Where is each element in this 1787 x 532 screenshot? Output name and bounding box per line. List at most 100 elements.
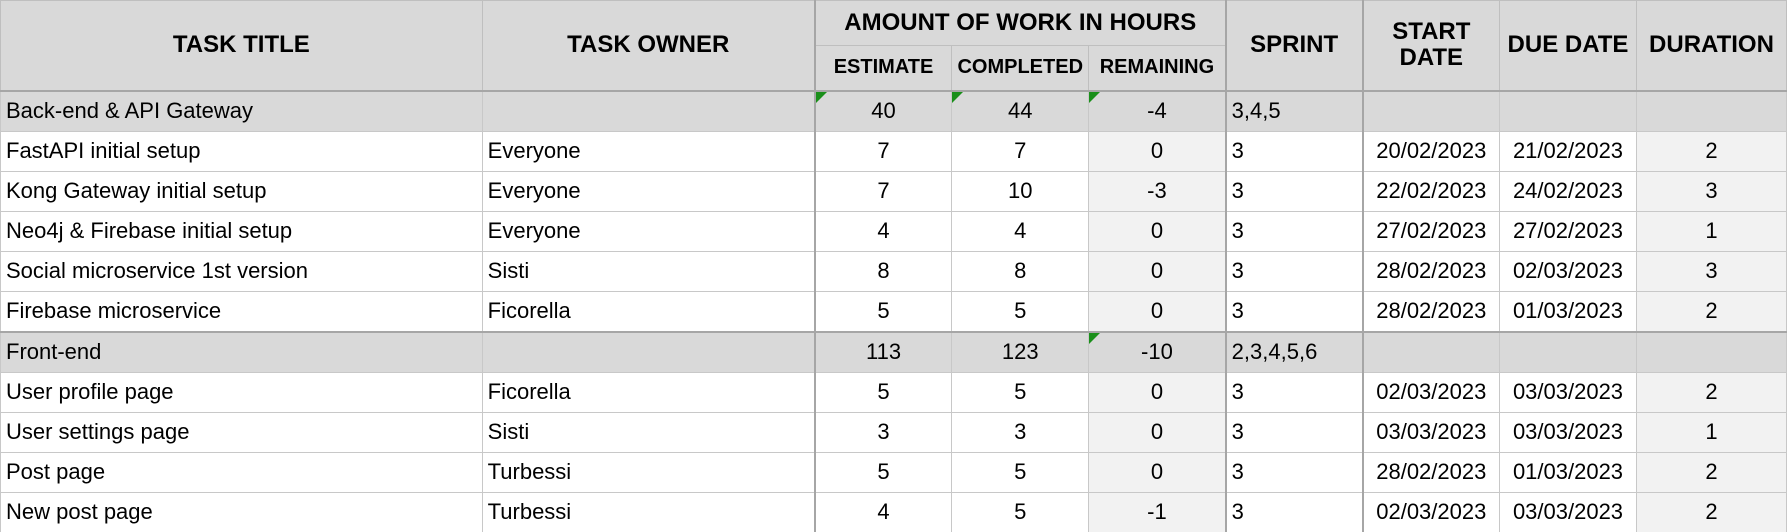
duration-cell[interactable]: 2: [1635, 130, 1787, 172]
group-sprint[interactable]: 3,4,5: [1224, 90, 1364, 132]
duration-cell[interactable]: 3: [1635, 170, 1787, 212]
due-date-cell[interactable]: 03/03/2023: [1499, 371, 1637, 413]
duration-cell[interactable]: 1: [1635, 411, 1787, 453]
completed-cell[interactable]: 5: [951, 290, 1090, 332]
group-remaining[interactable]: -10: [1088, 330, 1227, 373]
group-start-date[interactable]: [1361, 90, 1501, 132]
task-owner-cell[interactable]: Everyone: [481, 130, 816, 172]
start-date-cell[interactable]: 28/02/2023: [1361, 451, 1501, 493]
task-title-cell[interactable]: Social microservice 1st version: [0, 250, 483, 292]
duration-cell[interactable]: 2: [1635, 371, 1787, 413]
group-owner[interactable]: [481, 90, 816, 132]
group-completed[interactable]: 44: [951, 90, 1090, 132]
sprint-cell[interactable]: 3: [1224, 491, 1364, 532]
group-sprint[interactable]: 2,3,4,5,6: [1224, 330, 1364, 373]
group-title[interactable]: Back-end & API Gateway: [0, 90, 483, 132]
remaining-cell[interactable]: 0: [1088, 290, 1227, 332]
group-due-date[interactable]: [1499, 90, 1637, 132]
start-date-cell[interactable]: 22/02/2023: [1361, 170, 1501, 212]
due-date-cell[interactable]: 02/03/2023: [1499, 250, 1637, 292]
header-completed[interactable]: COMPLETED: [951, 45, 1090, 92]
estimate-cell[interactable]: 4: [813, 491, 953, 532]
task-title-cell[interactable]: FastAPI initial setup: [0, 130, 483, 172]
remaining-cell[interactable]: 0: [1088, 210, 1227, 252]
header-remaining[interactable]: REMAINING: [1088, 45, 1227, 92]
task-owner-cell[interactable]: Turbessi: [481, 491, 816, 532]
task-title-cell[interactable]: User profile page: [0, 371, 483, 413]
start-date-cell[interactable]: 03/03/2023: [1361, 411, 1501, 453]
duration-cell[interactable]: 2: [1635, 451, 1787, 493]
estimate-cell[interactable]: 7: [813, 130, 953, 172]
group-start-date[interactable]: [1361, 330, 1501, 373]
sprint-cell[interactable]: 3: [1224, 210, 1364, 252]
remaining-cell[interactable]: 0: [1088, 371, 1227, 413]
sprint-cell[interactable]: 3: [1224, 290, 1364, 332]
sprint-cell[interactable]: 3: [1224, 451, 1364, 493]
duration-cell[interactable]: 2: [1635, 290, 1787, 332]
estimate-cell[interactable]: 5: [813, 290, 953, 332]
task-owner-cell[interactable]: Everyone: [481, 170, 816, 212]
header-start-date[interactable]: START DATE: [1361, 0, 1501, 92]
task-title-cell[interactable]: Kong Gateway initial setup: [0, 170, 483, 212]
due-date-cell[interactable]: 01/03/2023: [1499, 290, 1637, 332]
due-date-cell[interactable]: 24/02/2023: [1499, 170, 1637, 212]
group-due-date[interactable]: [1499, 330, 1637, 373]
duration-cell[interactable]: 1: [1635, 210, 1787, 252]
sprint-cell[interactable]: 3: [1224, 371, 1364, 413]
remaining-cell[interactable]: 0: [1088, 411, 1227, 453]
header-task-owner[interactable]: TASK OWNER: [481, 0, 816, 92]
group-owner[interactable]: [481, 330, 816, 373]
estimate-cell[interactable]: 5: [813, 371, 953, 413]
start-date-cell[interactable]: 02/03/2023: [1361, 371, 1501, 413]
task-owner-cell[interactable]: Turbessi: [481, 451, 816, 493]
task-title-cell[interactable]: Firebase microservice: [0, 290, 483, 332]
start-date-cell[interactable]: 02/03/2023: [1361, 491, 1501, 532]
task-owner-cell[interactable]: Sisti: [481, 250, 816, 292]
due-date-cell[interactable]: 03/03/2023: [1499, 491, 1637, 532]
header-estimate[interactable]: ESTIMATE: [813, 45, 953, 92]
due-date-cell[interactable]: 03/03/2023: [1499, 411, 1637, 453]
estimate-cell[interactable]: 4: [813, 210, 953, 252]
start-date-cell[interactable]: 27/02/2023: [1361, 210, 1501, 252]
task-owner-cell[interactable]: Ficorella: [481, 290, 816, 332]
header-sprint[interactable]: SPRINT: [1224, 0, 1364, 92]
task-owner-cell[interactable]: Everyone: [481, 210, 816, 252]
completed-cell[interactable]: 5: [951, 371, 1090, 413]
group-estimate[interactable]: 40: [813, 90, 953, 132]
due-date-cell[interactable]: 01/03/2023: [1499, 451, 1637, 493]
completed-cell[interactable]: 5: [951, 491, 1090, 532]
remaining-cell[interactable]: 0: [1088, 250, 1227, 292]
estimate-cell[interactable]: 7: [813, 170, 953, 212]
header-amount-of-work[interactable]: AMOUNT OF WORK IN HOURS: [813, 0, 1227, 46]
task-title-cell[interactable]: Neo4j & Firebase initial setup: [0, 210, 483, 252]
group-remaining[interactable]: -4: [1088, 90, 1227, 132]
due-date-cell[interactable]: 21/02/2023: [1499, 130, 1637, 172]
group-title[interactable]: Front-end: [0, 330, 483, 373]
remaining-cell[interactable]: 0: [1088, 130, 1227, 172]
completed-cell[interactable]: 3: [951, 411, 1090, 453]
duration-cell[interactable]: 3: [1635, 250, 1787, 292]
header-due-date[interactable]: DUE DATE: [1499, 0, 1637, 92]
completed-cell[interactable]: 8: [951, 250, 1090, 292]
remaining-cell[interactable]: -3: [1088, 170, 1227, 212]
group-completed[interactable]: 123: [951, 330, 1090, 373]
task-title-cell[interactable]: User settings page: [0, 411, 483, 453]
sprint-cell[interactable]: 3: [1224, 130, 1364, 172]
completed-cell[interactable]: 5: [951, 451, 1090, 493]
estimate-cell[interactable]: 5: [813, 451, 953, 493]
completed-cell[interactable]: 7: [951, 130, 1090, 172]
sprint-cell[interactable]: 3: [1224, 170, 1364, 212]
header-task-title[interactable]: TASK TITLE: [0, 0, 483, 92]
start-date-cell[interactable]: 20/02/2023: [1361, 130, 1501, 172]
task-title-cell[interactable]: Post page: [0, 451, 483, 493]
start-date-cell[interactable]: 28/02/2023: [1361, 290, 1501, 332]
remaining-cell[interactable]: 0: [1088, 451, 1227, 493]
estimate-cell[interactable]: 3: [813, 411, 953, 453]
duration-cell[interactable]: 2: [1635, 491, 1787, 532]
estimate-cell[interactable]: 8: [813, 250, 953, 292]
task-owner-cell[interactable]: Sisti: [481, 411, 816, 453]
header-duration[interactable]: DURATION: [1635, 0, 1787, 92]
group-duration[interactable]: [1635, 90, 1787, 132]
remaining-cell[interactable]: -1: [1088, 491, 1227, 532]
task-owner-cell[interactable]: Ficorella: [481, 371, 816, 413]
